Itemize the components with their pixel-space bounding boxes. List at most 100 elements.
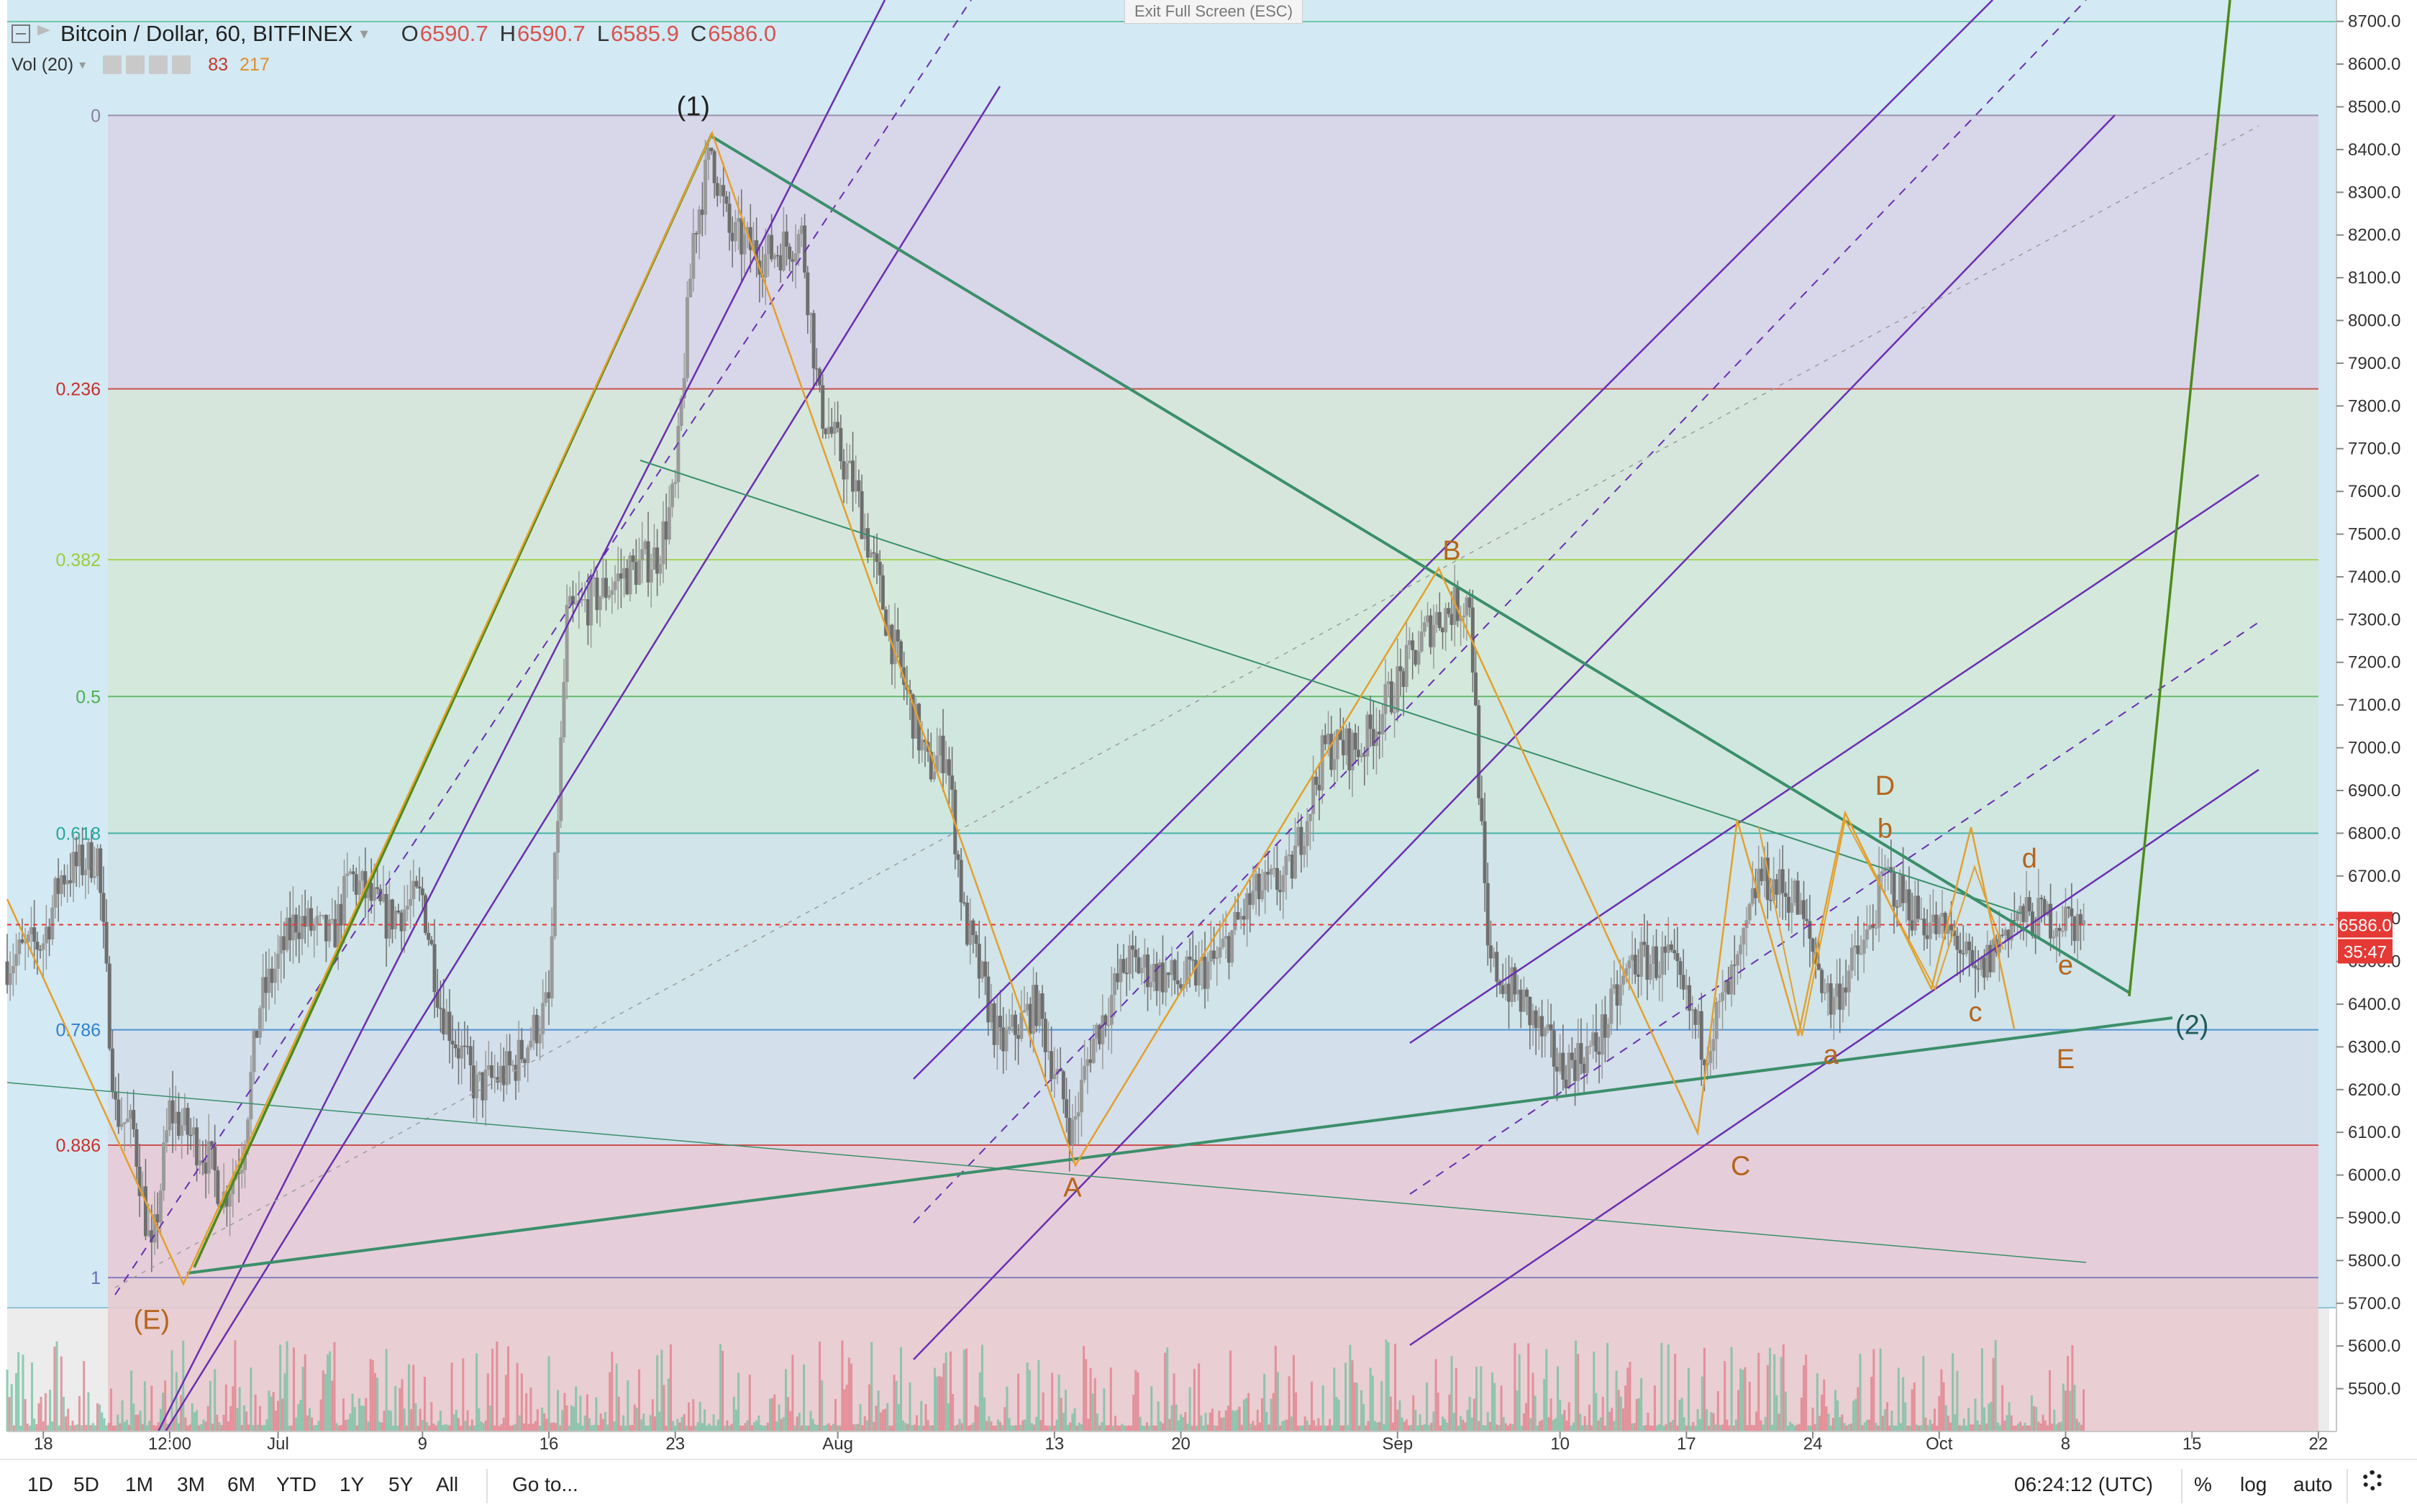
range-all-button[interactable]: All xyxy=(436,1473,459,1495)
candle-body xyxy=(378,888,383,901)
close-icon[interactable] xyxy=(172,55,191,74)
candle-body xyxy=(499,1065,503,1083)
volume-bar xyxy=(536,1409,539,1431)
candle-body xyxy=(809,313,813,316)
volume-bar xyxy=(1385,1339,1388,1431)
candle-body xyxy=(971,920,975,935)
candle-body xyxy=(1477,705,1481,798)
volume-bar xyxy=(1306,1420,1308,1431)
volume-bar xyxy=(570,1405,573,1431)
volume-bar xyxy=(119,1423,122,1431)
volume-bar xyxy=(1319,1425,1322,1431)
volume-bar xyxy=(1037,1360,1040,1431)
candle-body xyxy=(1985,944,1990,978)
candle-body xyxy=(2000,934,2005,937)
volume-bar xyxy=(710,1425,713,1431)
format-icon[interactable] xyxy=(126,55,145,74)
exit-fullscreen-button[interactable]: Exit Full Screen (ESC) xyxy=(1124,0,1303,24)
log-toggle[interactable]: log xyxy=(2240,1473,2267,1495)
candle-body xyxy=(333,919,337,948)
candle-body xyxy=(246,1119,250,1147)
range-ytd-button[interactable]: YTD xyxy=(276,1473,317,1495)
chevron-down-icon[interactable]: ▾ xyxy=(79,57,86,72)
candle-body xyxy=(429,939,434,944)
volume-bar xyxy=(434,1425,437,1431)
candle-body xyxy=(766,234,770,255)
volume-bar xyxy=(1875,1423,1877,1431)
gear-icon[interactable] xyxy=(2362,1470,2382,1490)
utc-clock[interactable]: 06:24:12 (UTC) xyxy=(2014,1473,2153,1495)
volume-bar xyxy=(1967,1408,1970,1431)
range-5y-button[interactable]: 5Y xyxy=(388,1473,414,1495)
volume-bar xyxy=(1421,1425,1424,1431)
candle-body xyxy=(1052,1074,1057,1080)
candle-body xyxy=(1552,1030,1556,1067)
candle-body xyxy=(1160,962,1165,993)
candle-body xyxy=(1208,950,1213,962)
candle-body xyxy=(556,821,560,853)
candle-body xyxy=(2042,899,2047,916)
candle-body xyxy=(330,919,334,921)
candle-body xyxy=(11,965,15,974)
volume-bar xyxy=(922,1425,925,1431)
volume-bar xyxy=(238,1387,241,1431)
volume-bar xyxy=(1825,1406,1828,1431)
price-tick-label: 7300.0 xyxy=(2348,610,2400,629)
candle-body xyxy=(1889,867,1893,873)
settings-icon[interactable] xyxy=(103,55,122,74)
collapse-icon[interactable] xyxy=(12,24,30,43)
volume-bar xyxy=(1640,1377,1643,1431)
volume-bar xyxy=(879,1412,882,1431)
chevron-down-icon[interactable]: ▾ xyxy=(360,24,368,42)
range-6m-button[interactable]: 6M xyxy=(227,1473,255,1495)
volume-bar xyxy=(1109,1367,1112,1431)
time-tick-label: Jul xyxy=(267,1434,289,1454)
candle-body xyxy=(989,1003,993,1023)
range-1m-button[interactable]: 1M xyxy=(125,1473,153,1495)
candle-body xyxy=(81,844,85,875)
range-5d-button[interactable]: 5D xyxy=(73,1473,99,1495)
volume-bar xyxy=(430,1402,433,1431)
candle-body xyxy=(1083,1065,1087,1080)
volume-bar xyxy=(1949,1422,1952,1431)
percent-toggle[interactable]: % xyxy=(2194,1473,2212,1495)
volume-bar xyxy=(2017,1424,2020,1431)
candle-body xyxy=(1823,992,1827,994)
candle-body xyxy=(186,1108,190,1135)
symbol-title[interactable]: Bitcoin / Dollar, 60, BITFINEX xyxy=(60,21,353,46)
candle-body xyxy=(1040,993,1044,1019)
candle-body xyxy=(414,880,419,887)
candle-body xyxy=(132,1110,136,1129)
candle-body xyxy=(1001,1027,1006,1052)
range-1y-button[interactable]: 1Y xyxy=(340,1473,365,1495)
volume-bar xyxy=(1434,1359,1437,1431)
volume-bar xyxy=(1083,1346,1085,1431)
volume-bar xyxy=(403,1408,406,1431)
volume-bar xyxy=(1168,1418,1171,1431)
goto-button[interactable]: Go to... xyxy=(512,1473,578,1495)
volume-bar xyxy=(983,1397,986,1431)
range-3m-button[interactable]: 3M xyxy=(177,1473,205,1495)
candle-body xyxy=(104,921,109,964)
auto-toggle[interactable]: auto xyxy=(2293,1473,2333,1495)
volume-bar xyxy=(819,1342,821,1431)
flag-icon[interactable] xyxy=(37,25,50,36)
wave-label: a xyxy=(1824,1040,1839,1070)
candle-body xyxy=(770,234,774,260)
wave-label: e xyxy=(2058,950,2073,980)
volume-bar xyxy=(1003,1407,1006,1431)
volume-bar xyxy=(748,1375,751,1431)
candle-body xyxy=(1621,975,1626,985)
wave-label: (1) xyxy=(677,91,710,122)
range-1d-button[interactable]: 1D xyxy=(27,1473,53,1495)
volume-bar xyxy=(240,1424,243,1431)
price-tick-label: 6300.0 xyxy=(2348,1037,2400,1057)
price-tick-label: 8100.0 xyxy=(2348,268,2400,288)
volume-bar xyxy=(660,1349,663,1431)
add-icon[interactable] xyxy=(149,55,168,74)
volume-label[interactable]: Vol (20) xyxy=(12,54,74,75)
volume-bar xyxy=(137,1414,140,1431)
candle-body xyxy=(1654,946,1659,978)
volume-bar xyxy=(502,1417,505,1431)
